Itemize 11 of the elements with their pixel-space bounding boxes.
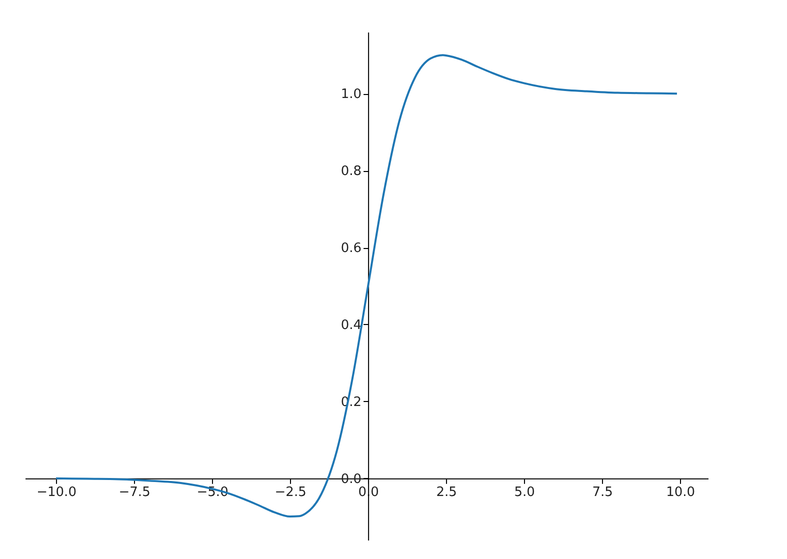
x-tick-label: 7.5 [592, 484, 613, 500]
x-tick-label: 10.0 [666, 484, 696, 500]
x-tick-label: −2.5 [274, 484, 306, 500]
x-tick-label: 5.0 [514, 484, 535, 500]
y-tick-label: 0.8 [340, 164, 362, 180]
y-tick-label: 0.4 [340, 318, 362, 333]
x-tick-label: −10.0 [36, 484, 76, 500]
x-tick-label: −7.5 [118, 484, 150, 500]
x-tick-label: 2.5 [436, 484, 457, 500]
y-tick-label: 1.0 [340, 87, 362, 102]
y-tick-label: 0.6 [340, 241, 362, 256]
